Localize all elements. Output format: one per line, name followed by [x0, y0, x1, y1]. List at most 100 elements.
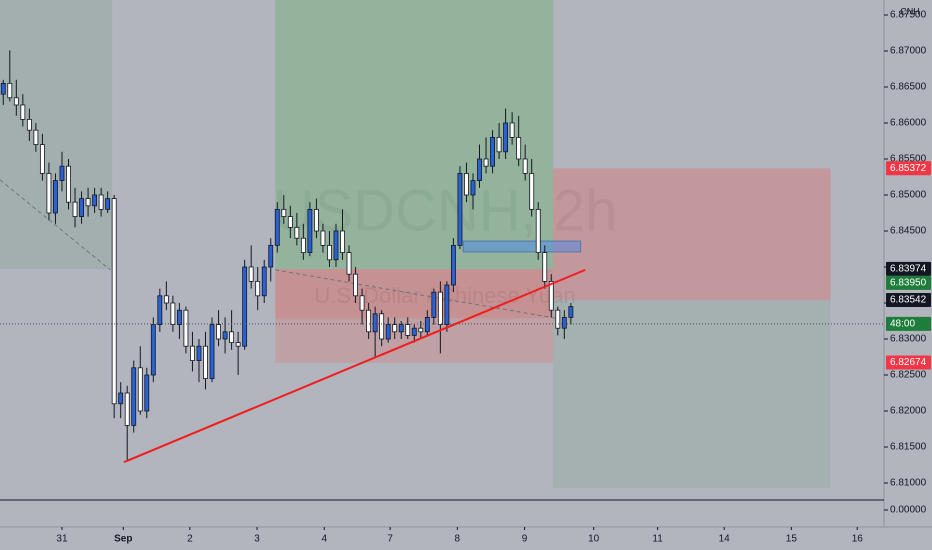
candle-body: [424, 316, 430, 333]
candle-body: [359, 295, 365, 311]
candle-body: [157, 295, 163, 325]
candle-body: [59, 165, 65, 181]
candle-body: [431, 291, 437, 318]
candle-body: [450, 244, 456, 286]
candle-body: [516, 136, 522, 160]
candle-body: [20, 104, 26, 120]
candle-body: [464, 172, 469, 196]
candle-body: [287, 216, 293, 228]
candle-body: [307, 208, 313, 253]
candle-body: [281, 208, 287, 217]
price-badge: [886, 275, 931, 290]
y-tick-label: 6.85000: [890, 190, 927, 201]
candle-body: [124, 392, 130, 426]
candle-body: [398, 324, 404, 333]
y-tick-label: 6.86000: [890, 118, 927, 129]
candle-body: [0, 82, 6, 95]
candle-body: [496, 136, 502, 153]
x-tick-label: 11: [652, 534, 663, 545]
candle-body: [131, 367, 137, 426]
candle-body: [111, 198, 117, 405]
candle-body: [346, 252, 352, 275]
price-badge-label: 6.85372: [890, 163, 927, 174]
candle-body: [170, 302, 176, 325]
candle-body: [118, 392, 124, 405]
x-tick-label: 4: [321, 534, 327, 545]
candle-body: [470, 180, 476, 196]
candle-body: [294, 226, 300, 239]
candle-body: [203, 345, 208, 380]
candle-body: [568, 306, 574, 318]
x-tick-label: 9: [522, 534, 528, 545]
candle-body: [418, 327, 424, 333]
position-zone: [0, 0, 113, 270]
price-badge-label: 6.83950: [890, 278, 927, 289]
x-tick-label: 7: [387, 534, 393, 545]
candle-body: [150, 324, 156, 376]
candle-body: [477, 158, 482, 181]
candle-body: [248, 266, 254, 282]
y-tick-label: 6.85500: [890, 154, 927, 165]
candle-body: [46, 172, 52, 214]
countdown-badge-label: 48:00: [890, 319, 915, 330]
countdown-badge: [886, 316, 931, 331]
candle-body: [190, 345, 195, 361]
candle-body: [300, 237, 306, 253]
candle-body: [385, 324, 391, 340]
candle-body: [53, 180, 58, 214]
candle-body: [561, 316, 567, 329]
candle-body: [26, 118, 32, 131]
candle-body: [183, 309, 189, 347]
candle-body: [98, 194, 104, 210]
x-tick-label: 3: [254, 534, 260, 545]
candle-body: [105, 198, 111, 210]
candle-body: [542, 252, 548, 282]
y-tick-label: 6.84500: [890, 226, 927, 237]
candle-body: [548, 280, 554, 311]
candle-body: [353, 273, 358, 297]
y-tick-label: 6.86500: [890, 82, 927, 93]
trendline: [123, 268, 586, 464]
price-badge: [886, 292, 931, 307]
y-tick-label: 6.82500: [890, 370, 927, 381]
y-tick-label: 6.81500: [890, 442, 927, 453]
y-tick-label: 6.81000: [890, 478, 927, 489]
price-badge-label: 6.82674: [890, 357, 927, 368]
candle-body: [483, 158, 489, 167]
candle-body: [535, 208, 541, 253]
y-tick-label: 6.87000: [890, 46, 927, 57]
candle-body: [503, 122, 509, 153]
candle-body: [340, 230, 345, 253]
price-badge-label: 6.83974: [890, 264, 927, 275]
candle-body: [72, 201, 78, 217]
candle-body: [209, 324, 215, 380]
y-tick-label: 6.87500: [890, 10, 927, 21]
x-tick-label: 16: [852, 534, 864, 545]
candle-body: [379, 313, 385, 340]
candle-body: [163, 295, 169, 304]
candle-body: [392, 324, 398, 333]
watermark: USDCNH, 2h: [273, 178, 618, 243]
candle-body: [327, 244, 332, 261]
x-tick-label: Sep: [114, 534, 132, 545]
candle-body: [268, 244, 274, 268]
x-tick-label: 15: [786, 534, 798, 545]
candle-body: [33, 129, 39, 145]
candle-body: [235, 342, 241, 347]
candle-body: [242, 266, 248, 347]
candle-body: [555, 309, 561, 329]
candle-body: [7, 82, 13, 99]
candle-body: [490, 136, 495, 167]
price-badge: [886, 355, 931, 370]
candle-body: [444, 284, 450, 325]
price-badge: [886, 161, 931, 176]
candle-body: [229, 331, 235, 343]
candle-body: [372, 313, 378, 333]
position-zone: [553, 300, 831, 489]
candle-body: [522, 158, 528, 174]
candle-body: [320, 230, 326, 246]
position-zone: [462, 240, 582, 253]
candle-body: [85, 198, 91, 207]
